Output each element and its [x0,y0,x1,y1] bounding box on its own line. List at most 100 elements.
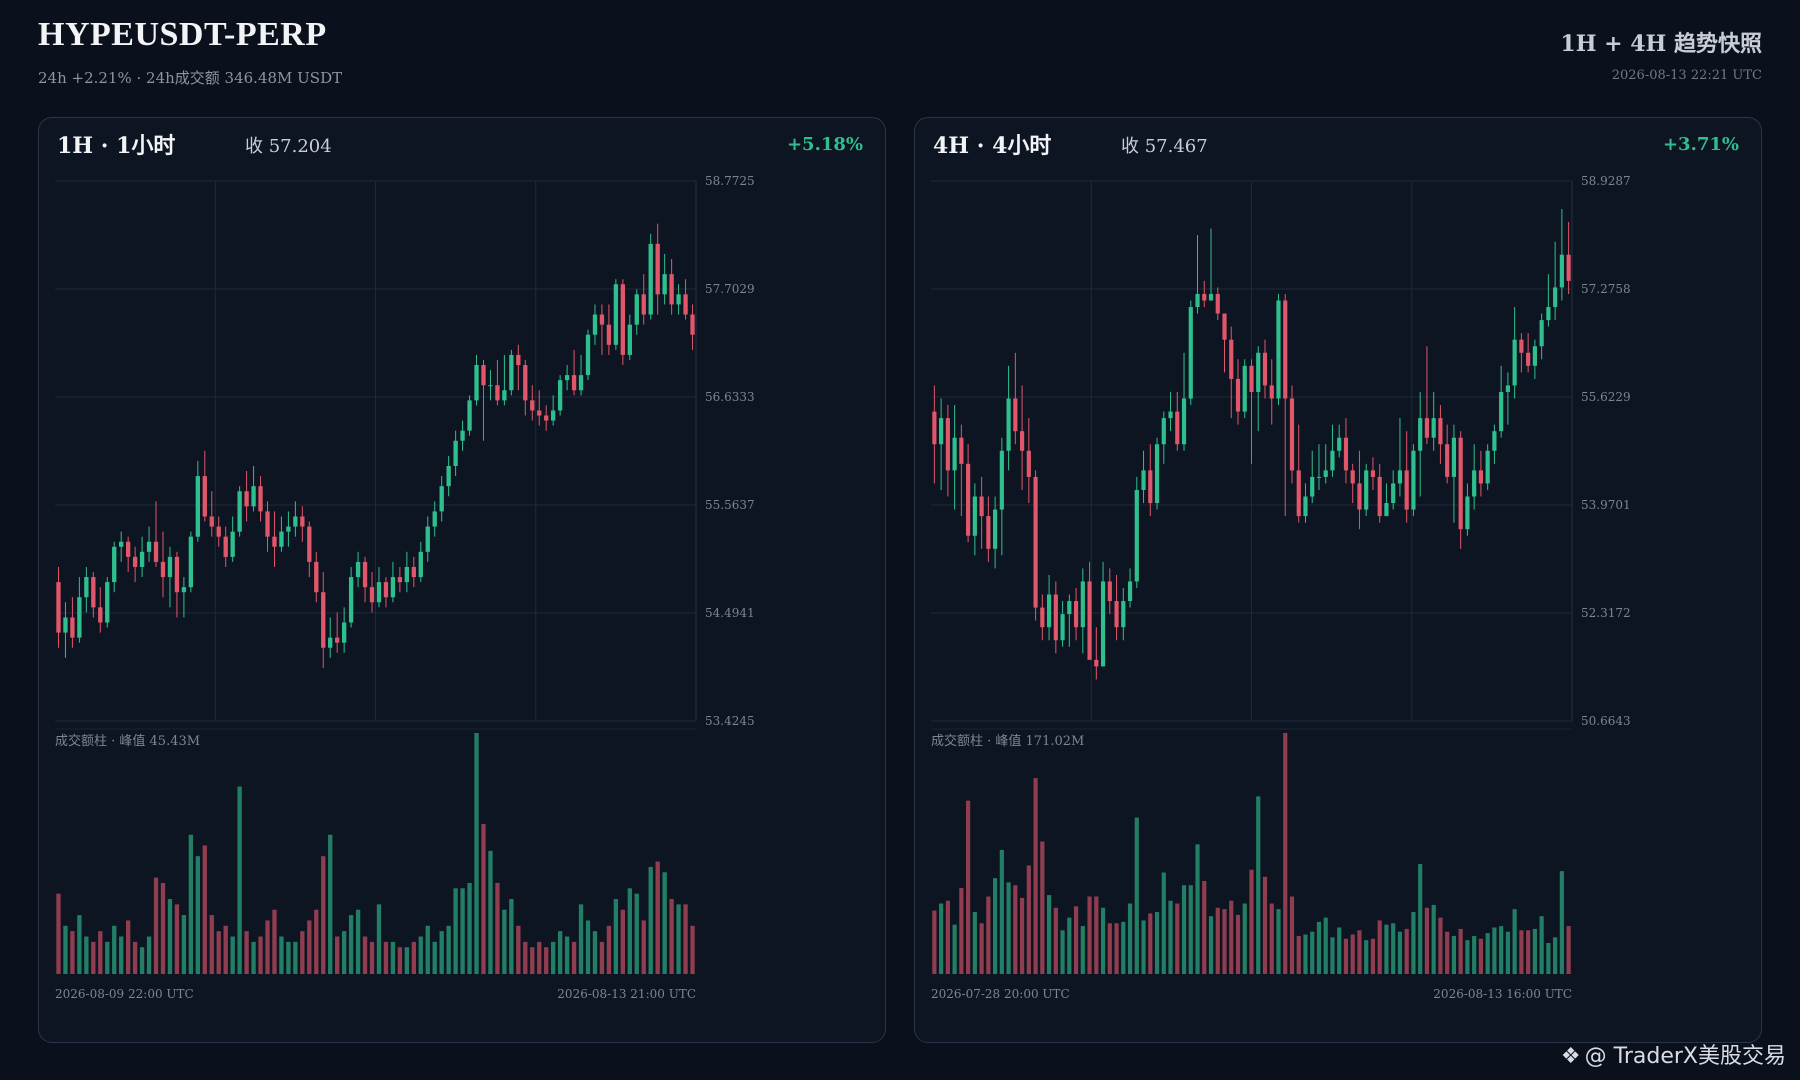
volume-bar [1269,903,1274,974]
volume-bar [551,941,556,974]
candle-body [1559,254,1564,288]
volume-bar [1222,909,1227,974]
candle-body [1532,346,1537,366]
volume-bar [655,861,660,974]
volume-bar [321,856,326,974]
volume-bar [578,904,584,974]
candle-body [1384,503,1389,517]
volume-bar [1411,911,1416,974]
candle-body [1431,418,1436,438]
volume-bar [1350,934,1355,974]
candle-body [939,418,944,445]
candle-body [676,294,681,305]
volume-bar [258,936,263,974]
chart-panel-1h[interactable]: 1H · 1小时 收 57.204 +5.18% 58.7725 57.7029 5… [38,117,886,1043]
volume-bar [1235,914,1241,974]
volume-bar [91,941,96,974]
candle-body [279,531,284,547]
volume-bar [467,882,472,974]
volume-bar [1316,921,1322,974]
candle-body [537,410,542,416]
candle-body [1438,418,1443,445]
volume-bar [1060,930,1065,974]
watermark: ❖ @ TraderX美股交易 [1561,1038,1786,1070]
volume-bar [999,849,1004,974]
candle-body [1391,483,1396,504]
candle-body [328,637,333,648]
volume-bar [1465,940,1470,974]
candle-body [1458,437,1463,530]
candle-body [411,566,416,578]
y-tick-label: 52.3172 [1581,606,1631,620]
y-tick-label: 53.9701 [1581,498,1631,512]
candle-body [1026,450,1031,477]
y-tick-label: 50.6643 [1581,714,1631,728]
candle-body [1202,293,1207,301]
volume-bar [418,936,423,974]
candle-body [181,587,187,593]
candle-body [1141,470,1146,490]
volume-bar [195,856,200,974]
candle-body [613,284,619,345]
candle-body [1249,365,1254,392]
volume-bar [474,733,479,974]
volume-bar [634,893,639,974]
candle-body [432,511,437,527]
candle-body [1519,339,1524,353]
candle-body [286,526,291,532]
volume-bar [1397,931,1403,974]
volume-bar [404,947,410,974]
candle-body [1235,378,1241,412]
volume-bar [1343,938,1349,974]
chart-4h-canvas[interactable]: 58.9287 57.2758 55.6229 53.9701 52.3172 50.66… [915,118,1761,1042]
candle-body [439,486,444,512]
volume-bar [1546,942,1551,974]
candle-body [251,486,256,507]
volume-bar [530,947,535,974]
volume-bar [174,904,180,974]
volume-bar [1141,920,1146,974]
chart-1h-canvas[interactable]: 58.7725 57.7029 56.6333 55.5637 54.4941 53.42… [39,118,885,1042]
candle-body [293,516,298,527]
candle-body [634,294,639,325]
volume-bar [1229,900,1234,974]
volume-bar [939,903,944,974]
volume-bar [1175,903,1180,974]
snapshot-timestamp: 2026-08-13 22:21 UTC [1611,68,1762,83]
chart-panel-4h[interactable]: 4H · 4小时 收 57.467 +3.71% 58.9287 57.2758 5… [914,117,1762,1043]
volume-bar [557,931,563,974]
candle-body [1289,398,1295,471]
candle-body [544,415,549,421]
volume-bar [341,931,347,974]
volume-bar [56,893,61,974]
candle-body [474,365,479,401]
candle-body [146,541,152,552]
close-price: 收 57.467 [1121,136,1208,157]
candle-body [952,437,957,471]
candle-body [1526,352,1531,366]
volume-bar [425,925,430,974]
volume-bar [1040,841,1045,974]
candle-body [272,536,277,547]
volume-bar [585,920,591,974]
candle-body [972,496,977,536]
volume-bar [481,824,486,974]
candle-body [202,476,207,517]
candle-body [1404,470,1409,510]
volume-bar [606,925,612,974]
candle-body [641,294,646,315]
candle-body [1046,594,1052,628]
candle-body [999,450,1004,510]
x-start-label: 2026-07-28 20:00 UTC [931,987,1070,1001]
volume-bar [1512,909,1517,974]
volume-bar [1019,897,1025,974]
candle-body [258,486,263,512]
volume-bar [648,866,653,974]
candle-body [571,375,577,391]
volume-label: 成交额柱 · 峰值 45.43M [55,733,200,749]
candle-body [125,541,131,557]
candle-body [986,516,991,549]
candle-body [1121,601,1126,628]
candle-body [1087,581,1092,660]
volume-bar [1121,921,1126,974]
